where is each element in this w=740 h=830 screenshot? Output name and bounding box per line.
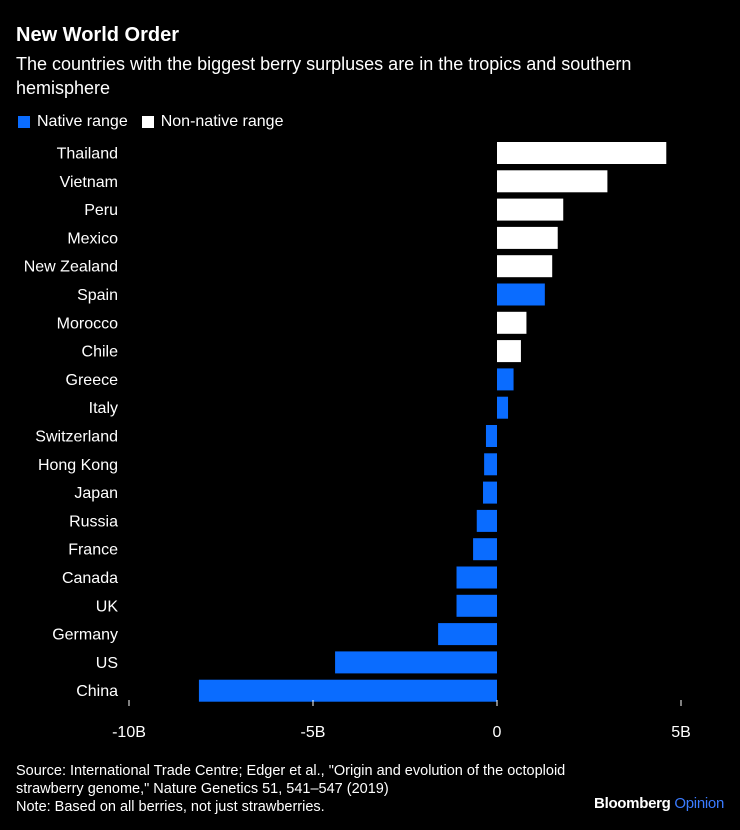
bar-morocco xyxy=(497,311,527,334)
bar-mexico xyxy=(497,226,558,249)
category-label: Morocco xyxy=(57,315,118,332)
bar-chile xyxy=(497,340,521,363)
bar-spain xyxy=(497,283,545,306)
category-label: Thailand xyxy=(57,146,118,163)
legend-item-native: Native range xyxy=(18,113,128,131)
legend-label-native: Native range xyxy=(37,113,128,130)
bar-vietnam xyxy=(497,170,608,193)
bar-italy xyxy=(497,396,509,419)
bar-germany xyxy=(438,623,497,646)
bar-france xyxy=(473,538,497,561)
bar-china xyxy=(198,679,498,702)
bar-peru xyxy=(497,198,564,221)
legend-label-non-native: Non-native range xyxy=(160,113,284,130)
chart-subtitle: The countries with the biggest berry sur… xyxy=(16,54,632,98)
bar-japan xyxy=(483,481,497,504)
legend-swatch-non-native xyxy=(141,116,154,128)
category-label: Russia xyxy=(69,513,118,530)
bar-new-zealand xyxy=(497,255,553,278)
category-label: Hong Kong xyxy=(38,457,118,474)
bar-canada xyxy=(456,566,497,589)
x-tick-label: -5B xyxy=(301,724,326,741)
chart-title: New World Order xyxy=(16,24,179,46)
category-label: US xyxy=(96,655,118,672)
category-label: France xyxy=(68,542,118,559)
bar-thailand xyxy=(497,142,667,164)
category-label: Germany xyxy=(52,627,118,644)
category-label: Vietnam xyxy=(60,174,118,191)
bar-switzerland xyxy=(485,425,497,447)
category-label: Greece xyxy=(66,372,119,389)
category-label: Switzerland xyxy=(35,429,118,446)
bar-chart: Thailand Vietnam Peru Mexico New Zealand Spai… xyxy=(24,142,691,741)
bar-hong-kong xyxy=(484,453,497,476)
legend: Native range Non-native range xyxy=(18,113,297,131)
brand-suffix: Opinion xyxy=(674,795,724,812)
bar-uk xyxy=(456,594,497,617)
category-label: UK xyxy=(96,598,119,615)
brand-logo: Bloomberg Opinion xyxy=(594,795,724,812)
footnote: Note: Based on all berries, not just str… xyxy=(16,799,325,815)
x-tick-label: 0 xyxy=(493,724,502,741)
legend-swatch-native xyxy=(18,116,30,128)
x-tick-label: 5B xyxy=(671,724,691,741)
bar-russia xyxy=(476,509,497,532)
brand-name: Bloomberg xyxy=(594,795,671,812)
category-label: Canada xyxy=(62,570,118,587)
category-label: Japan xyxy=(74,485,118,502)
category-label: Peru xyxy=(84,202,118,219)
legend-item-non-native: Non-native range xyxy=(141,113,284,131)
category-label: Chile xyxy=(82,344,119,361)
x-tick-label: -10B xyxy=(112,724,146,741)
category-label: Spain xyxy=(77,287,118,304)
source-note: Source: International Trade Centre; Edge… xyxy=(16,763,566,797)
category-label: Italy xyxy=(89,400,118,417)
footer: Source: International Trade Centre; Edge… xyxy=(16,762,576,816)
bar-greece xyxy=(497,368,514,391)
bar-us xyxy=(335,651,497,674)
category-label: New Zealand xyxy=(24,259,118,276)
category-label: Mexico xyxy=(67,230,118,247)
category-label: China xyxy=(76,683,118,700)
